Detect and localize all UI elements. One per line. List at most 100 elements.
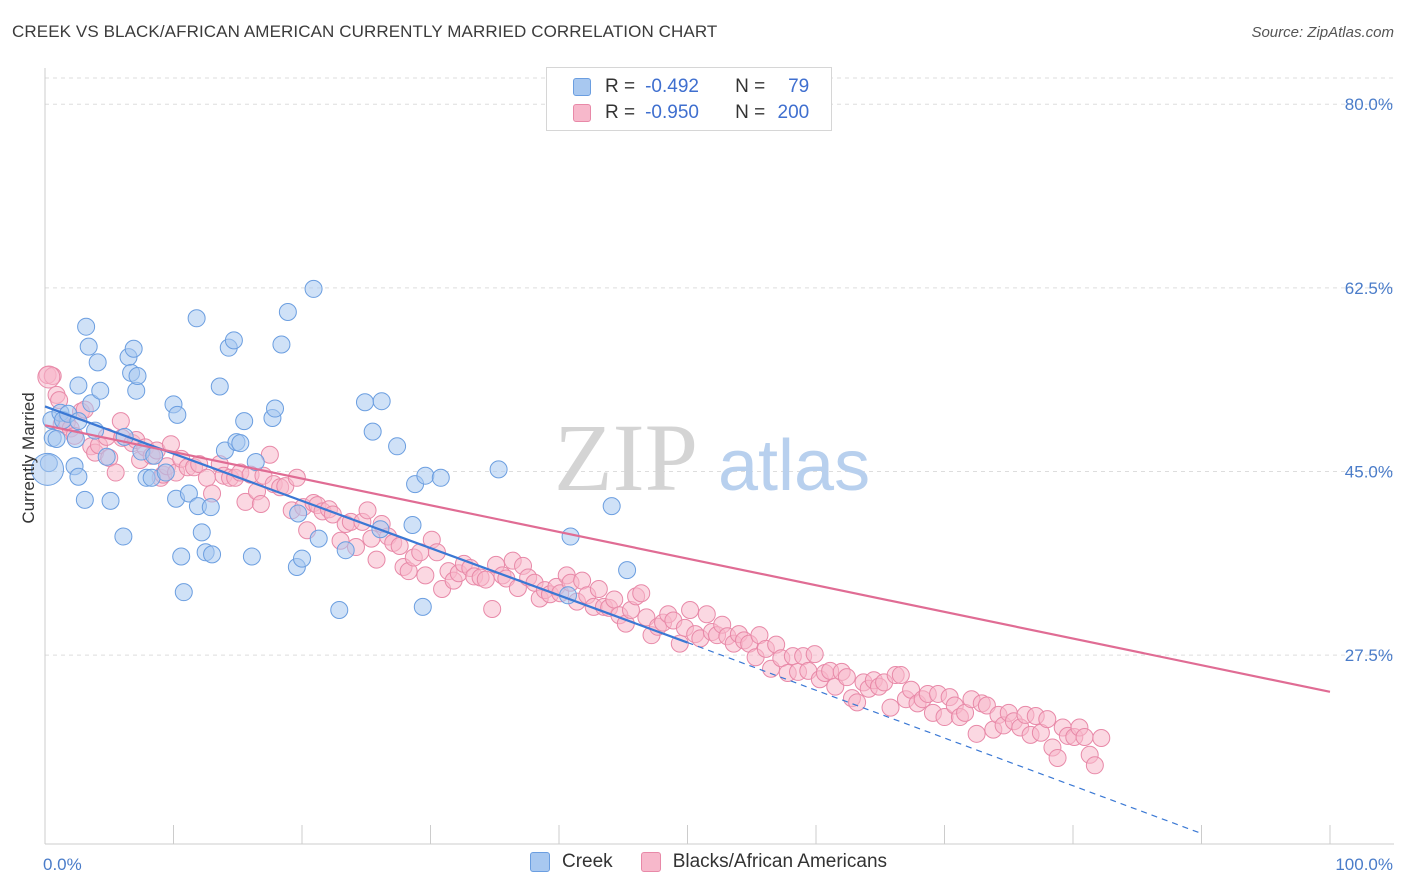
data-point [289,504,308,523]
data-point [66,429,85,448]
x-tick-label: 100.0% [1335,855,1393,874]
legend-n-value: 200 [777,102,810,123]
data-point [805,645,824,664]
data-point [246,453,265,472]
data-point [416,566,435,585]
data-point [681,601,700,620]
data-point [967,724,986,743]
legend-swatch-creek [573,78,591,96]
watermark-zip: ZIP [554,404,698,511]
legend-swatch-creek [530,852,550,872]
data-point [476,570,495,589]
y-tick-label: 80.0% [1345,95,1393,114]
data-point [278,302,297,321]
legend-item-blacks[interactable]: Blacks/African Americans [640,851,888,873]
data-point [82,394,101,413]
legend-r-value: -0.492 [645,76,699,97]
data-point [37,365,61,389]
data-point [210,377,229,396]
data-point [358,501,377,520]
data-point [91,381,110,400]
data-point [97,447,116,466]
series-creek-points [31,279,637,620]
data-point [114,527,133,546]
legend-item-creek[interactable]: Creek [530,851,613,873]
data-point [192,523,211,542]
legend-n-value: 79 [788,76,810,97]
legend-r-label: R = [605,76,636,97]
trend-line-creek-extension [687,641,1202,835]
series-legend: Creek Blacks/African Americans [530,851,915,873]
data-point [235,412,254,431]
data-point [101,491,120,510]
data-point [618,561,637,580]
data-point [79,337,98,356]
watermark: ZIP atlas [554,404,870,511]
data-point [197,468,216,487]
data-point [260,445,279,464]
legend-swatch-blacks [573,104,591,122]
data-point [602,497,621,516]
data-point [111,412,130,431]
trend-line-blacks [44,424,1331,693]
data-point [330,601,349,620]
data-point [293,549,311,568]
data-point [483,599,502,618]
legend-r-label: R = [605,102,636,123]
data-point [203,545,222,564]
data-point [1092,729,1111,748]
data-point [106,463,125,482]
y-tick-label: 62.5% [1345,279,1393,298]
trend-lines [44,405,1331,835]
data-point [77,317,96,336]
data-point [47,429,66,448]
data-point [31,452,65,486]
data-point [891,666,910,685]
tick-labels: 80.0% 62.5% 45.0% 27.5% 0.0% 100.0% [43,95,1393,874]
data-point [837,668,856,687]
data-point [156,463,175,482]
data-point [187,309,206,328]
data-point [309,529,328,548]
data-point [848,693,867,712]
axes [44,68,1394,845]
data-point [69,467,88,486]
data-point [372,392,391,411]
data-point [124,339,143,358]
data-point [697,605,716,624]
data-point [589,580,608,599]
data-point [413,597,432,616]
trend-line-creek [44,405,688,644]
legend-n-label: N = [735,76,766,97]
grid-lines [45,77,1394,656]
data-point [231,434,250,453]
data-point [605,590,624,609]
y-axis-label: Currently Married [19,392,38,523]
data-point [272,335,291,354]
data-point [881,698,900,717]
source-label: Source: ZipAtlas.com [1251,24,1394,41]
legend-label-blacks: Blacks/African Americans [672,851,888,872]
legend-swatch-blacks [640,852,661,872]
data-point [1048,748,1067,767]
data-point [172,547,191,566]
data-point [69,376,88,395]
data-point [355,393,374,412]
data-point [88,353,107,372]
legend-row-creek: R = -0.492 N = 79 [573,74,809,100]
data-point [632,584,651,603]
data-point [1085,756,1104,775]
data-point [416,466,435,485]
data-point [242,547,261,566]
data-point [431,468,450,487]
y-tick-label: 45.0% [1345,462,1393,481]
data-point [201,498,220,517]
data-point [266,399,285,418]
data-point [224,331,243,350]
data-point [174,583,193,602]
data-point [75,490,94,509]
legend-label-creek: Creek [562,851,613,872]
data-point [251,495,270,514]
data-point [367,550,386,569]
